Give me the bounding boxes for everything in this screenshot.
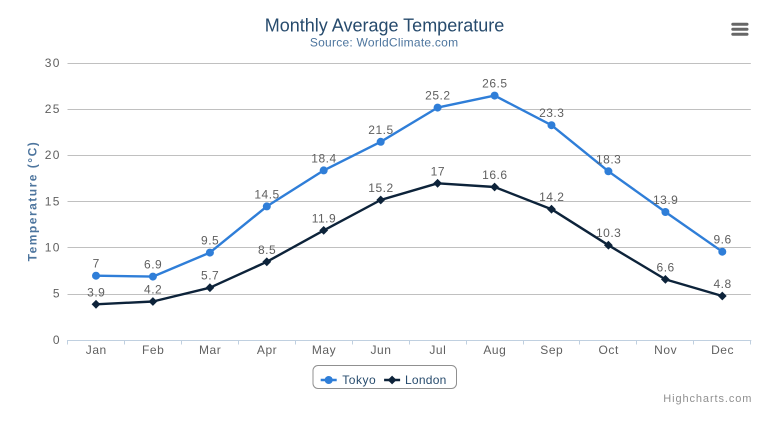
svg-text:5: 5 [53, 287, 61, 301]
svg-text:14.5: 14.5 [254, 187, 279, 201]
svg-text:15: 15 [45, 194, 61, 208]
svg-text:15.2: 15.2 [368, 181, 393, 195]
svg-text:Source: WorldClimate.com: Source: WorldClimate.com [310, 36, 459, 50]
svg-text:May: May [312, 343, 336, 357]
svg-text:Jul: Jul [429, 343, 446, 357]
svg-text:21.5: 21.5 [368, 123, 393, 137]
svg-text:25: 25 [45, 102, 61, 116]
svg-text:20: 20 [45, 148, 61, 162]
svg-text:16.6: 16.6 [482, 168, 507, 182]
svg-text:9.5: 9.5 [201, 234, 219, 248]
svg-text:6.6: 6.6 [657, 260, 675, 274]
svg-text:18.3: 18.3 [596, 152, 621, 166]
svg-text:30: 30 [45, 56, 61, 70]
svg-text:Dec: Dec [711, 343, 734, 357]
svg-text:Mar: Mar [199, 343, 221, 357]
svg-text:Jun: Jun [370, 343, 391, 357]
svg-text:Monthly Average Temperature: Monthly Average Temperature [265, 16, 504, 36]
svg-text:Highcharts.com: Highcharts.com [663, 393, 752, 405]
svg-text:Oct: Oct [599, 343, 619, 357]
svg-text:23.3: 23.3 [539, 106, 564, 120]
svg-text:25.2: 25.2 [425, 89, 450, 103]
svg-text:4.2: 4.2 [144, 283, 162, 297]
svg-text:Aug: Aug [483, 343, 506, 357]
svg-text:5.7: 5.7 [201, 269, 219, 283]
svg-text:Sep: Sep [540, 343, 563, 357]
svg-text:9.6: 9.6 [713, 233, 731, 247]
svg-text:4.8: 4.8 [713, 277, 731, 291]
svg-text:Apr: Apr [257, 343, 277, 357]
svg-text:10.3: 10.3 [596, 226, 621, 240]
svg-text:Nov: Nov [654, 343, 677, 357]
svg-text:Tokyo: Tokyo [342, 373, 376, 387]
svg-text:17: 17 [431, 164, 445, 178]
svg-text:14.2: 14.2 [539, 190, 564, 204]
svg-text:0: 0 [53, 333, 61, 347]
svg-text:6.9: 6.9 [144, 258, 162, 272]
svg-text:11.9: 11.9 [312, 211, 336, 225]
svg-text:Jan: Jan [86, 343, 107, 357]
svg-text:10: 10 [45, 241, 61, 255]
svg-text:3.9: 3.9 [87, 285, 105, 299]
svg-text:Feb: Feb [142, 343, 164, 357]
svg-text:7: 7 [93, 257, 100, 271]
svg-text:Temperature (°C): Temperature (°C) [26, 141, 40, 262]
svg-text:13.9: 13.9 [653, 193, 678, 207]
svg-text:London: London [405, 373, 447, 387]
svg-text:18.4: 18.4 [311, 151, 336, 165]
svg-text:26.5: 26.5 [482, 77, 507, 91]
svg-text:8.5: 8.5 [258, 243, 276, 257]
